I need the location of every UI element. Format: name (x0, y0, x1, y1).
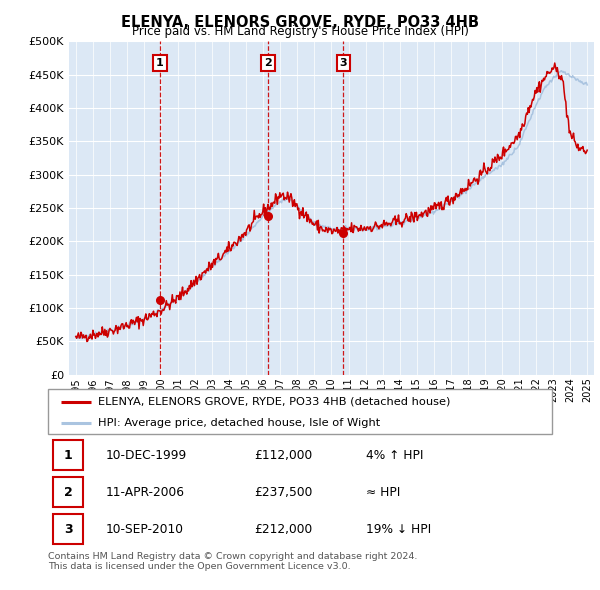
FancyBboxPatch shape (53, 477, 83, 507)
Text: 11-APR-2006: 11-APR-2006 (106, 486, 185, 499)
Text: Contains HM Land Registry data © Crown copyright and database right 2024.
This d: Contains HM Land Registry data © Crown c… (48, 552, 418, 571)
Text: HPI: Average price, detached house, Isle of Wight: HPI: Average price, detached house, Isle… (98, 418, 380, 428)
Text: 3: 3 (64, 523, 73, 536)
Text: ELENYA, ELENORS GROVE, RYDE, PO33 4HB (detached house): ELENYA, ELENORS GROVE, RYDE, PO33 4HB (d… (98, 397, 451, 407)
Text: 19% ↓ HPI: 19% ↓ HPI (365, 523, 431, 536)
Text: 10-SEP-2010: 10-SEP-2010 (106, 523, 184, 536)
Text: £112,000: £112,000 (254, 448, 313, 461)
Text: 1: 1 (64, 448, 73, 461)
Text: 4% ↑ HPI: 4% ↑ HPI (365, 448, 423, 461)
Text: 2: 2 (64, 486, 73, 499)
Text: 2: 2 (264, 58, 272, 68)
Text: 1: 1 (156, 58, 164, 68)
Text: £237,500: £237,500 (254, 486, 313, 499)
Text: 10-DEC-1999: 10-DEC-1999 (106, 448, 187, 461)
Text: Price paid vs. HM Land Registry's House Price Index (HPI): Price paid vs. HM Land Registry's House … (131, 25, 469, 38)
FancyBboxPatch shape (48, 389, 552, 434)
Text: £212,000: £212,000 (254, 523, 313, 536)
Text: 3: 3 (340, 58, 347, 68)
Text: ≈ HPI: ≈ HPI (365, 486, 400, 499)
FancyBboxPatch shape (53, 440, 83, 470)
Text: ELENYA, ELENORS GROVE, RYDE, PO33 4HB: ELENYA, ELENORS GROVE, RYDE, PO33 4HB (121, 15, 479, 30)
FancyBboxPatch shape (53, 514, 83, 544)
